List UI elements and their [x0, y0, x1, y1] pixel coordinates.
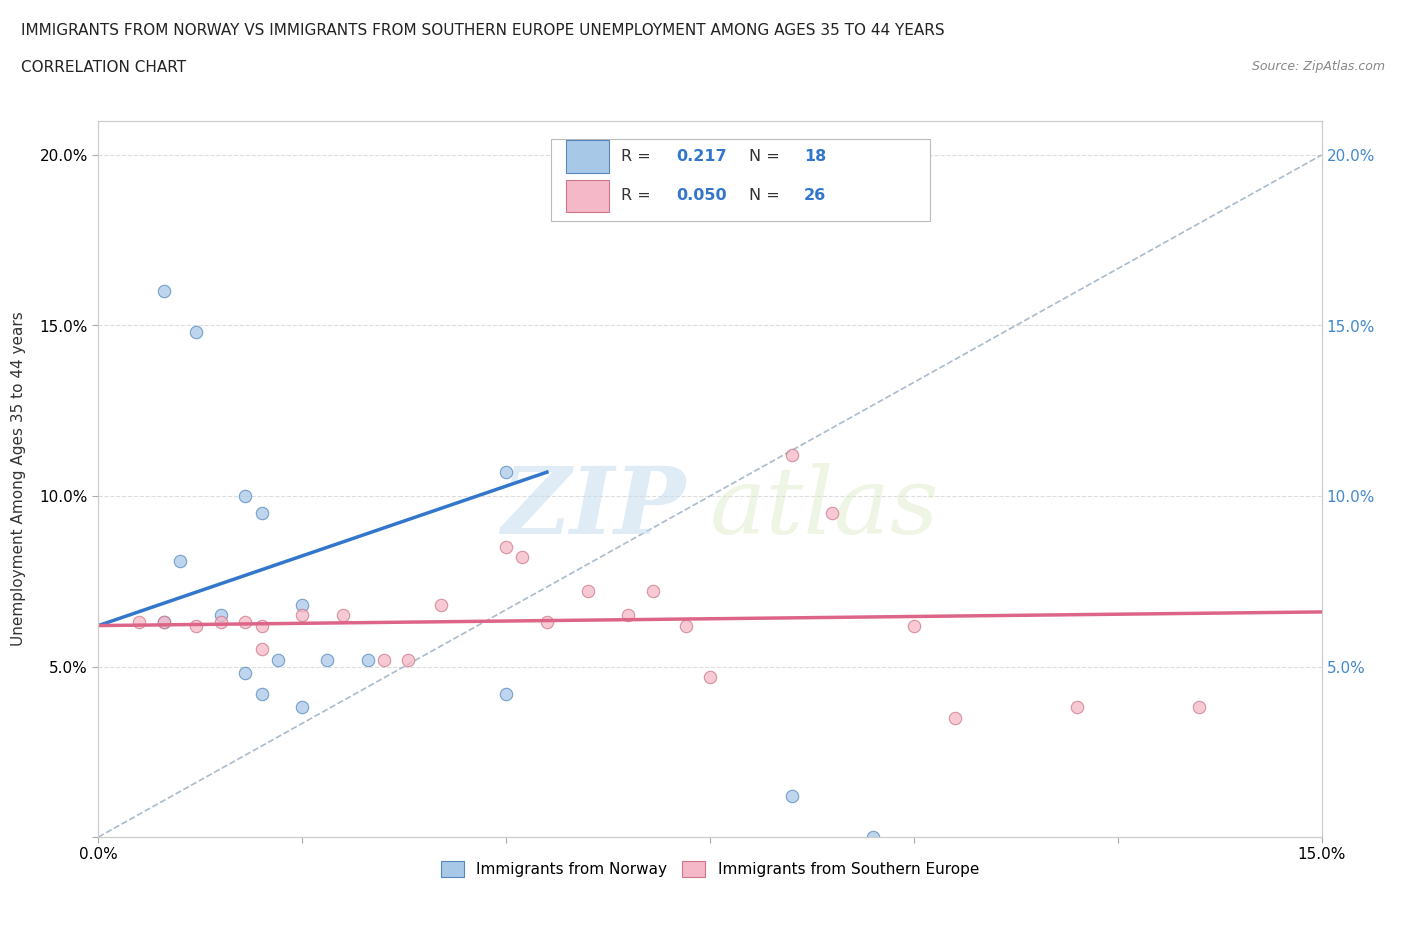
- Point: [291, 608, 314, 623]
- FancyBboxPatch shape: [565, 140, 609, 173]
- Point: [233, 615, 256, 630]
- Point: [209, 608, 232, 623]
- Point: [250, 642, 273, 657]
- Text: R =: R =: [620, 149, 655, 164]
- Point: [315, 652, 337, 667]
- Text: atlas: atlas: [710, 462, 939, 552]
- Text: R =: R =: [620, 188, 655, 203]
- Point: [780, 789, 803, 804]
- Text: CORRELATION CHART: CORRELATION CHART: [21, 60, 186, 75]
- Point: [512, 550, 534, 565]
- Point: [152, 615, 174, 630]
- Point: [780, 447, 803, 462]
- Text: N =: N =: [749, 149, 785, 164]
- Text: 0.217: 0.217: [676, 149, 727, 164]
- Point: [267, 652, 290, 667]
- Point: [209, 615, 232, 630]
- Point: [152, 615, 174, 630]
- Text: 18: 18: [804, 149, 827, 164]
- Point: [250, 618, 273, 633]
- Point: [617, 608, 640, 623]
- Legend: Immigrants from Norway, Immigrants from Southern Europe: Immigrants from Norway, Immigrants from …: [434, 855, 986, 884]
- Point: [536, 615, 558, 630]
- Point: [396, 652, 419, 667]
- Point: [250, 506, 273, 521]
- Point: [233, 666, 256, 681]
- Text: 26: 26: [804, 188, 827, 203]
- Point: [495, 686, 517, 701]
- Point: [373, 652, 395, 667]
- Point: [332, 608, 354, 623]
- Text: 0.050: 0.050: [676, 188, 727, 203]
- Point: [1066, 700, 1088, 715]
- Point: [862, 830, 884, 844]
- Point: [291, 598, 314, 613]
- Point: [943, 711, 966, 725]
- Point: [903, 618, 925, 633]
- Point: [699, 670, 721, 684]
- Point: [152, 284, 174, 299]
- Point: [495, 465, 517, 480]
- Point: [821, 506, 844, 521]
- Point: [250, 686, 273, 701]
- Text: N =: N =: [749, 188, 785, 203]
- Text: ZIP: ZIP: [502, 462, 686, 552]
- Point: [356, 652, 378, 667]
- Point: [186, 618, 208, 633]
- Y-axis label: Unemployment Among Ages 35 to 44 years: Unemployment Among Ages 35 to 44 years: [11, 312, 25, 646]
- Text: IMMIGRANTS FROM NORWAY VS IMMIGRANTS FROM SOUTHERN EUROPE UNEMPLOYMENT AMONG AGE: IMMIGRANTS FROM NORWAY VS IMMIGRANTS FRO…: [21, 23, 945, 38]
- Point: [1188, 700, 1211, 715]
- Point: [169, 553, 191, 568]
- FancyBboxPatch shape: [565, 179, 609, 212]
- Point: [576, 584, 599, 599]
- Point: [291, 700, 314, 715]
- Point: [128, 615, 150, 630]
- Point: [233, 488, 256, 503]
- Text: Source: ZipAtlas.com: Source: ZipAtlas.com: [1251, 60, 1385, 73]
- Point: [186, 325, 208, 339]
- Point: [495, 539, 517, 554]
- Point: [430, 598, 453, 613]
- Point: [641, 584, 664, 599]
- Point: [675, 618, 697, 633]
- FancyBboxPatch shape: [551, 139, 931, 221]
